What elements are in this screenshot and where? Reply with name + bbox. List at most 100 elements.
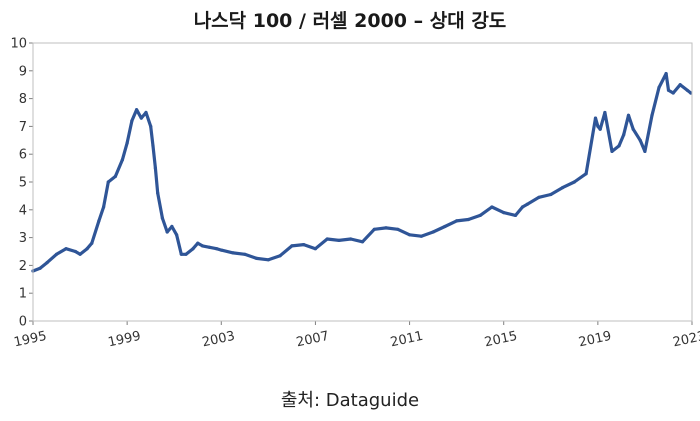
data-point — [200, 244, 205, 248]
data-point — [337, 238, 341, 242]
data-point — [153, 166, 157, 170]
data-point — [130, 119, 134, 123]
data-point — [431, 230, 435, 234]
data-point — [349, 237, 353, 241]
data-point — [671, 91, 675, 95]
plot-frame — [32, 42, 693, 322]
data-point — [64, 247, 68, 251]
y-tick-label: 6 — [19, 148, 27, 163]
x-tick-label: 2011 — [389, 329, 424, 351]
data-point — [219, 248, 223, 252]
x-tick-label: 2007 — [295, 329, 330, 351]
data-point — [184, 252, 188, 256]
data-point — [419, 234, 423, 238]
data-point — [617, 144, 621, 148]
data-point — [610, 149, 614, 153]
data-point — [97, 219, 101, 223]
data-point — [215, 247, 219, 251]
data-point — [561, 186, 565, 190]
data-point — [513, 213, 518, 217]
data-point — [170, 224, 174, 229]
data-point — [78, 252, 82, 256]
data-point — [207, 245, 212, 249]
y-axis: 0 1 2 3 4 5 6 7 8 9 10 — [10, 37, 34, 330]
data-point — [455, 219, 459, 223]
y-tick-label: 9 — [19, 64, 27, 79]
data-point — [191, 247, 195, 251]
data-point — [572, 180, 576, 184]
y-tick-label: 7 — [19, 120, 27, 135]
data-point — [278, 254, 282, 258]
data-point — [643, 149, 647, 153]
data-point — [302, 243, 306, 247]
data-point — [622, 133, 626, 137]
data-point — [243, 252, 247, 256]
data-point — [360, 240, 365, 244]
data-point — [290, 244, 294, 248]
data-point — [54, 252, 59, 256]
data-point — [156, 191, 160, 195]
x-tick-label: 2015 — [483, 329, 518, 351]
data-point — [151, 144, 155, 148]
data-point — [596, 124, 600, 128]
data-point — [179, 252, 183, 256]
data-point — [266, 258, 270, 262]
data-point — [631, 127, 635, 131]
data-point — [502, 211, 506, 215]
data-point — [650, 113, 654, 117]
data-point — [408, 233, 412, 237]
data-point — [106, 180, 110, 184]
data-point — [490, 205, 494, 209]
y-tick-label: 1 — [19, 287, 27, 302]
x-tick-label: 1995 — [13, 329, 48, 351]
y-tick-label: 0 — [19, 315, 27, 330]
data-point — [525, 202, 529, 206]
data-point — [603, 110, 607, 115]
data-point — [73, 249, 77, 254]
data-point — [139, 116, 143, 120]
y-tick-label: 10 — [10, 37, 27, 52]
chart-title: 나스닥 100 / 러셀 2000 – 상대 강도 — [193, 10, 507, 32]
data-point — [175, 233, 179, 237]
data-point — [593, 116, 598, 120]
data-point — [160, 216, 164, 220]
data-point — [372, 227, 376, 231]
data-point — [325, 237, 329, 241]
x-tick-label: 1999 — [107, 329, 142, 351]
data-point — [45, 261, 49, 265]
y-tick-label: 3 — [19, 231, 27, 246]
data-point — [549, 192, 553, 197]
y-tick-label: 8 — [19, 92, 27, 107]
source-note: 출처: Dataguide — [280, 390, 420, 411]
series-group — [31, 72, 693, 273]
data-point — [638, 138, 642, 142]
data-point — [584, 172, 588, 176]
x-tick-label: 2003 — [201, 329, 236, 351]
data-point — [255, 256, 259, 260]
data-point — [38, 266, 42, 270]
data-point — [520, 205, 525, 209]
data-point — [478, 213, 482, 217]
data-point — [664, 72, 668, 76]
data-point — [144, 110, 148, 115]
series-line — [31, 72, 693, 273]
data-point — [384, 226, 388, 230]
data-point — [443, 224, 447, 229]
data-point — [626, 113, 631, 117]
data-point — [125, 141, 129, 145]
data-point — [657, 85, 661, 90]
x-tick-label: 2023 — [672, 329, 700, 351]
data-point — [598, 127, 602, 131]
data-point — [135, 108, 139, 112]
x-tick-label: 2019 — [577, 329, 612, 351]
data-point — [666, 88, 671, 92]
data-point — [102, 205, 106, 209]
data-point — [113, 174, 117, 178]
data-point — [466, 217, 470, 222]
data-point — [149, 124, 153, 128]
data-point — [85, 247, 89, 251]
data-point — [678, 83, 682, 87]
y-tick-label: 4 — [19, 203, 27, 218]
data-point — [685, 88, 689, 92]
